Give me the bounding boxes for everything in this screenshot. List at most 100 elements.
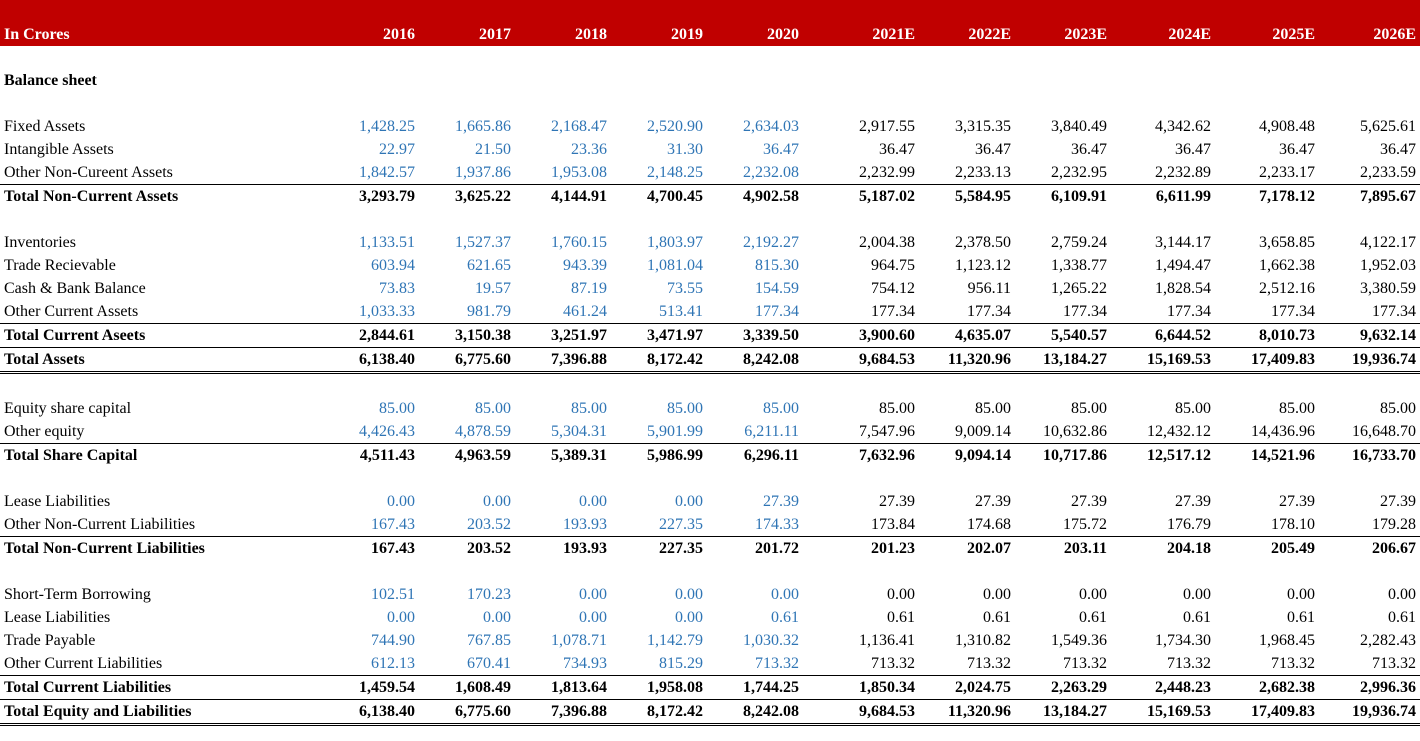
- value-cell: 175.72: [1063, 516, 1107, 533]
- row-label: Other Current Assets: [4, 303, 139, 320]
- value-cell: 9,009.14: [955, 423, 1011, 440]
- value-cell: 7,178.12: [1215, 184, 1319, 208]
- value-cell: 0.61: [1183, 609, 1211, 626]
- spacer-row: [0, 208, 1420, 231]
- value-cell: 1,549.36: [1051, 632, 1107, 649]
- value-cell: 19.57: [475, 280, 511, 297]
- value-cell: 6,211.11: [744, 423, 799, 440]
- value-cell: 4,908.48: [1259, 118, 1315, 135]
- value-cell: 1,842.57: [359, 164, 415, 181]
- value-cell: 8,242.08: [707, 699, 803, 726]
- value-cell: 2,282.43: [1360, 632, 1416, 649]
- value-cell: 2,844.61: [323, 323, 419, 348]
- row-total-share-capital: Total Share Capital 4,511.43 4,963.59 5,389…: [0, 443, 1420, 467]
- value-cell: 2,682.38: [1215, 675, 1319, 700]
- value-cell: 3,251.97: [515, 323, 611, 348]
- row-label: Equity share capital: [4, 400, 132, 417]
- value-cell: 1,813.64: [515, 675, 611, 700]
- value-cell: 10,632.86: [1043, 423, 1107, 440]
- row-inventories: Inventories 1,133.51 1,527.37 1,760.15 1,803…: [0, 231, 1420, 254]
- row-trade-recievable: Trade Recievable 603.94 621.65 943.39 1,081.…: [0, 254, 1420, 277]
- value-cell: 2,004.38: [859, 234, 915, 251]
- value-cell: 3,293.79: [323, 184, 419, 208]
- value-cell: 2,232.08: [743, 164, 799, 181]
- value-cell: 14,436.96: [1251, 423, 1315, 440]
- value-cell: 0.00: [887, 586, 915, 603]
- row-lease-liabilities: Lease Liabilities 0.00 0.00 0.00 0.00 27.39 27…: [0, 490, 1420, 513]
- row-short-term-borrowing: Short-Term Borrowing 102.51 170.23 0.00 0.00…: [0, 583, 1420, 606]
- row-label: Short-Term Borrowing: [4, 586, 151, 603]
- value-cell: 713.32: [967, 655, 1011, 672]
- value-cell: 12,432.12: [1147, 423, 1211, 440]
- year-header: 2021E: [803, 0, 919, 46]
- value-cell: 1,953.08: [551, 164, 607, 181]
- value-cell: 85.00: [475, 400, 511, 417]
- value-cell: 193.93: [515, 536, 611, 560]
- value-cell: 1,958.08: [611, 675, 707, 700]
- value-cell: 2,634.03: [743, 118, 799, 135]
- value-cell: 176.79: [1167, 516, 1211, 533]
- value-cell: 1,310.82: [955, 632, 1011, 649]
- value-cell: 1,527.37: [455, 234, 511, 251]
- value-cell: 1,136.41: [859, 632, 915, 649]
- value-cell: 8,010.73: [1215, 323, 1319, 348]
- row-cash-bank-balance: Cash & Bank Balance 73.83 19.57 87.19 73.55 1…: [0, 277, 1420, 300]
- value-cell: 5,540.57: [1015, 323, 1111, 348]
- row-intangible-assets: Intangible Assets 22.97 21.50 23.36 31.30 36.…: [0, 138, 1420, 161]
- value-cell: 2,232.95: [1051, 164, 1107, 181]
- value-cell: 621.65: [467, 257, 511, 274]
- value-cell: 2,378.50: [955, 234, 1011, 251]
- value-cell: 0.00: [675, 609, 703, 626]
- value-cell: 1,744.25: [707, 675, 803, 700]
- value-cell: 1,850.34: [803, 675, 919, 700]
- row-trade-payable: Trade Payable 744.90 767.85 1,078.71 1,142.7…: [0, 629, 1420, 652]
- value-cell: 5,187.02: [803, 184, 919, 208]
- value-cell: 3,840.49: [1051, 118, 1107, 135]
- year-header: 2016: [323, 0, 419, 46]
- value-cell: 0.00: [675, 493, 703, 510]
- value-cell: 2,192.27: [743, 234, 799, 251]
- row-other-equity: Other equity 4,426.43 4,878.59 5,304.31 5,90…: [0, 420, 1420, 444]
- value-cell: 3,625.22: [419, 184, 515, 208]
- row-label: Total Non-Current Liabilities: [0, 536, 323, 560]
- value-cell: 203.11: [1015, 536, 1111, 560]
- value-cell: 2,024.75: [919, 675, 1015, 700]
- value-cell: 2,759.24: [1051, 234, 1107, 251]
- value-cell: 36.47: [1279, 141, 1315, 158]
- value-cell: 2,263.29: [1015, 675, 1111, 700]
- value-cell: 201.23: [803, 536, 919, 560]
- value-cell: 6,775.60: [419, 347, 515, 374]
- value-cell: 3,339.50: [707, 323, 803, 348]
- row-total-equity-and-liabilities: Total Equity and Liabilities 6,138.40 6,77…: [0, 699, 1420, 726]
- value-cell: 85.00: [1380, 400, 1416, 417]
- value-cell: 15,169.53: [1111, 347, 1215, 374]
- value-cell: 4,511.43: [323, 443, 419, 467]
- value-cell: 1,968.45: [1259, 632, 1315, 649]
- value-cell: 734.93: [563, 655, 607, 672]
- value-cell: 0.00: [579, 609, 607, 626]
- row-label: Total Share Capital: [0, 443, 323, 467]
- value-cell: 2,512.16: [1259, 280, 1315, 297]
- value-cell: 5,304.31: [551, 423, 607, 440]
- row-label: Intangible Assets: [4, 141, 114, 158]
- value-cell: 3,315.35: [955, 118, 1011, 135]
- value-cell: 177.34: [755, 303, 799, 320]
- value-cell: 21.50: [475, 141, 511, 158]
- value-cell: 0.00: [1388, 586, 1416, 603]
- value-cell: 0.61: [1079, 609, 1107, 626]
- value-cell: 1,937.86: [455, 164, 511, 181]
- value-cell: 767.85: [467, 632, 511, 649]
- spacer-row: [0, 373, 1420, 398]
- year-header: 2024E: [1111, 0, 1215, 46]
- row-label: Total Equity and Liabilities: [0, 699, 323, 726]
- value-cell: 36.47: [1175, 141, 1211, 158]
- section-title-row: Balance sheet: [0, 69, 1420, 92]
- row-label: Lease Liabilities: [4, 493, 111, 510]
- value-cell: 713.32: [1063, 655, 1107, 672]
- value-cell: 36.47: [879, 141, 915, 158]
- value-cell: 13,184.27: [1015, 699, 1111, 726]
- value-cell: 713.32: [755, 655, 799, 672]
- value-cell: 14,521.96: [1215, 443, 1319, 467]
- value-cell: 17,409.83: [1215, 347, 1319, 374]
- row-label: Fixed Assets: [4, 118, 86, 135]
